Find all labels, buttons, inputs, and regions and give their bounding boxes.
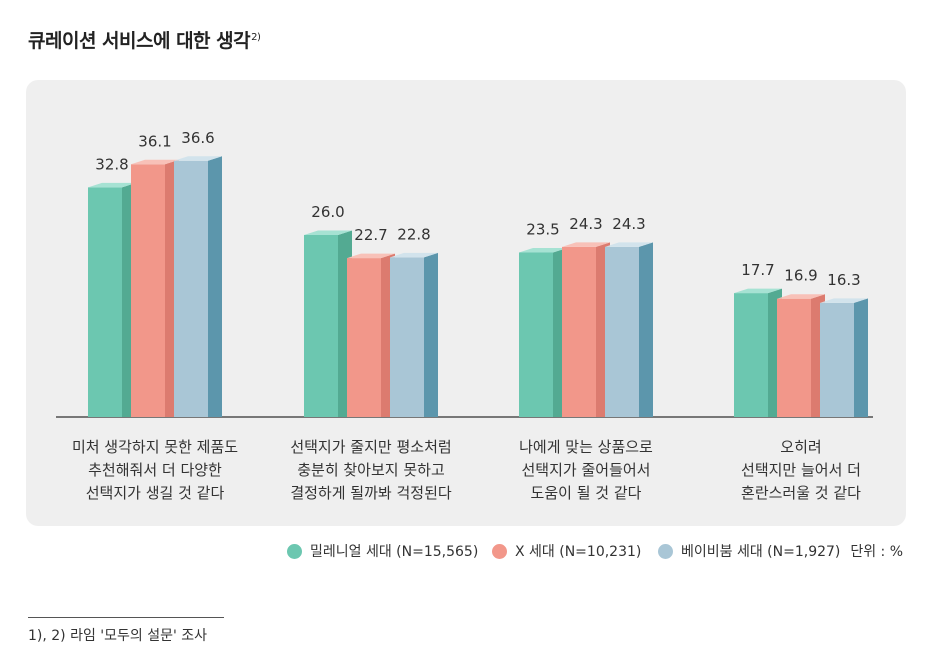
bar-genx-1-front: [347, 258, 381, 417]
value-label-genx-0: 36.1: [138, 132, 171, 150]
value-label-boomer-2: 24.3: [612, 215, 645, 233]
legend-label-millennial: 밀레니얼 세대 (N=15,565): [310, 544, 479, 560]
category-label-1-line-0: 선택지가 줄지만 평소처럼: [290, 438, 451, 456]
category-label-1-line-2: 결정하게 될까봐 걱정된다: [290, 484, 452, 502]
bar-boomer-2-top: [605, 242, 653, 247]
bar-genx-3-top: [777, 294, 825, 299]
bar-genx-2-front: [562, 246, 596, 417]
value-label-genx-3: 16.9: [784, 267, 817, 285]
bar-boomer-1-front: [390, 257, 424, 417]
category-label-2-line-0: 나에게 맞는 상품으로: [519, 438, 653, 456]
bar-boomer-0-front: [174, 160, 208, 418]
bar-millennial-0-top: [88, 182, 136, 188]
bar-boomer-3-front: [820, 302, 854, 417]
value-label-millennial-1: 26.0: [311, 203, 344, 221]
legend-swatch-genx: [492, 543, 507, 559]
bar-genx-0-top: [131, 159, 179, 165]
bar-genx-2-top: [562, 242, 610, 247]
bar-genx-3-front: [777, 298, 811, 417]
bar-boomer-3-side: [854, 298, 868, 417]
category-label-3-line-0: 오히려: [780, 438, 821, 456]
legend: 밀레니얼 세대 (N=15,565) X 세대 (N=10,231) 베이비붐 …: [0, 541, 936, 565]
category-label-3-line-2: 혼란스러울 것 같다: [741, 484, 861, 502]
bar-millennial-3-front: [734, 293, 768, 417]
bar-chart: 32.8 26.0 23.5 17.7 36.1 22.7 24.3 16.9 36.6 22.8…: [56, 129, 873, 502]
value-label-genx-2: 24.3: [569, 215, 602, 233]
category-label-2-line-2: 도움이 될 것 같다: [531, 484, 642, 502]
bar-boomer-1-side: [424, 252, 438, 417]
chart-title-text: 큐레이션 서비스에 대한 생각: [28, 30, 251, 52]
category-label-0-line-0: 미처 생각하지 못한 제품도: [72, 438, 238, 456]
bar-boomer-1-top: [390, 252, 438, 258]
category-label-0-line-1: 추천해줘서 더 다양한: [88, 461, 222, 479]
footnote: 1), 2) 라임 '모두의 설문' 조사: [28, 628, 208, 644]
bar-boomer-2-front: [605, 246, 639, 417]
bar-millennial-1-front: [304, 235, 338, 417]
legend-swatch-boomer: [658, 543, 673, 559]
category-label-1-line-1: 충분히 찾아보지 못하고: [297, 461, 445, 479]
legend-label-genx: X 세대 (N=10,231): [515, 544, 642, 560]
bar-boomer-0-side: [208, 156, 222, 418]
bar-millennial-1-top: [304, 230, 352, 235]
value-label-boomer-0: 36.6: [181, 129, 214, 147]
bar-boomer-3-top: [820, 298, 868, 303]
value-label-boomer-1: 22.8: [397, 225, 430, 243]
category-label-2-line-1: 선택지가 줄어들어서: [522, 461, 651, 479]
value-label-millennial-0: 32.8: [95, 155, 128, 173]
bar-millennial-2-top: [519, 248, 567, 253]
category-label-0-line-2: 선택지가 생길 것 같다: [86, 484, 225, 502]
bar-millennial-3-top: [734, 288, 782, 294]
bar-millennial-0-front: [88, 187, 122, 417]
bar-boomer-0-top: [174, 156, 222, 161]
title-footnote-ref: 2): [251, 31, 261, 43]
legend-swatch-millennial: [287, 543, 302, 559]
value-label-boomer-3: 16.3: [827, 271, 860, 289]
legend-label-boomer: 베이비붐 세대 (N=1,927): [681, 544, 841, 560]
unit-label: 단위 : %: [850, 544, 903, 560]
value-label-millennial-2: 23.5: [526, 221, 559, 239]
chart-title: 큐레이션 서비스에 대한 생각2): [28, 26, 261, 53]
bar-genx-0-front: [131, 164, 165, 417]
footnote-divider: [28, 617, 224, 618]
bar-boomer-2-side: [639, 242, 653, 417]
bar-genx-1-top: [347, 253, 395, 259]
category-label-3-line-1: 선택지만 늘어서 더: [741, 461, 861, 479]
value-label-millennial-3: 17.7: [741, 261, 774, 279]
value-label-genx-1: 22.7: [354, 226, 387, 244]
legend-item-genx: X 세대 (N=10,231): [492, 541, 641, 561]
legend-item-millennial: 밀레니얼 세대 (N=15,565): [287, 541, 478, 561]
bar-millennial-2-front: [519, 252, 553, 417]
legend-item-boomer: 베이비붐 세대 (N=1,927): [658, 541, 840, 561]
